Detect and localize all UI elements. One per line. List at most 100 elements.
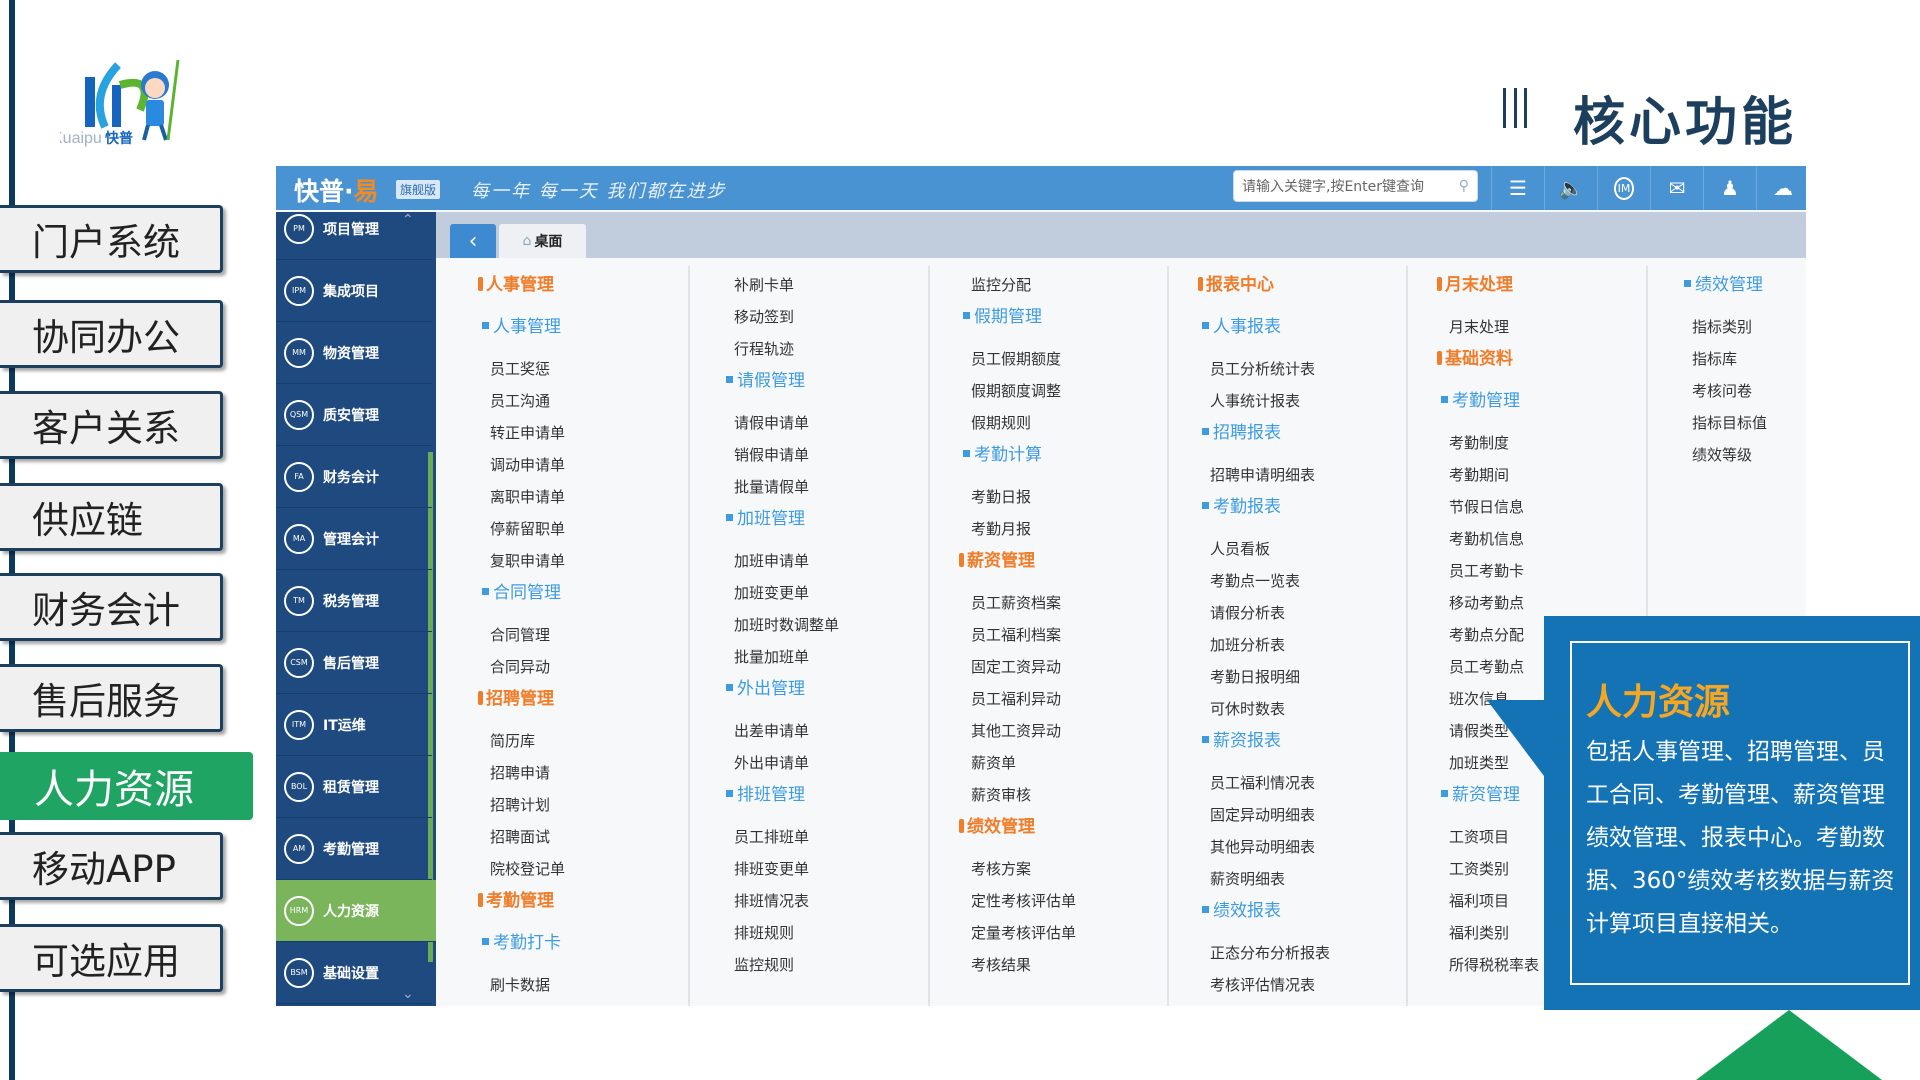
menu-item[interactable]: 定性考核评估单 [971, 892, 1077, 910]
menu-item[interactable]: 请假分析表 [1210, 604, 1286, 622]
search-input[interactable]: 请输入关键字,按Enter键查询 ⚲ [1233, 170, 1478, 202]
menu-item[interactable]: 考勤期间 [1449, 466, 1510, 484]
sidebar-item-bsm[interactable]: BSM 基础设置 [276, 942, 432, 1004]
menu-item[interactable]: 绩效等级 [1692, 446, 1753, 464]
menu-item[interactable]: 批量加班单 [734, 648, 810, 666]
nav-item-0[interactable]: 门户系统 [0, 205, 223, 273]
nav-item-3[interactable]: 供应链 [0, 483, 223, 551]
menu-item[interactable]: 外出申请单 [734, 754, 810, 772]
search-icon[interactable]: ⚲ [1458, 178, 1469, 194]
menu-item[interactable]: 排班变更单 [734, 860, 810, 878]
sidebar-item-hrm[interactable]: HRM 人力资源 [276, 880, 436, 942]
menu-item[interactable]: 固定异动明细表 [1210, 806, 1316, 824]
mail-icon[interactable]: ✉ [1650, 166, 1703, 210]
menu-item[interactable]: 监控分配 [971, 276, 1032, 294]
menu-subgroup[interactable]: 外出管理 [722, 673, 839, 715]
menu-item[interactable]: 排班规则 [734, 924, 795, 942]
menu-item[interactable]: 人事统计报表 [1210, 392, 1301, 410]
sidebar-item-itm[interactable]: ITM IT运维 [276, 694, 432, 756]
menu-item[interactable]: 考勤制度 [1449, 434, 1510, 452]
menu-item[interactable]: 加班申请单 [734, 552, 810, 570]
sidebar-item-fa[interactable]: FA 财务会计 [276, 446, 432, 508]
menu-item[interactable]: 薪资明细表 [1210, 870, 1286, 888]
menu-item[interactable]: 指标目标值 [1692, 414, 1768, 432]
menu-item[interactable]: 出差申请单 [734, 722, 810, 740]
menu-item[interactable]: 员工考勤点 [1449, 658, 1525, 676]
user-icon[interactable]: ♟ [1703, 166, 1756, 210]
menu-item[interactable]: 假期额度调整 [971, 382, 1062, 400]
menu-item[interactable]: 考核问卷 [1692, 382, 1753, 400]
menu-item[interactable]: 其他异动明细表 [1210, 838, 1316, 856]
menu-item[interactable]: 员工奖惩 [490, 360, 551, 378]
menu-item[interactable]: 考核评估情况表 [1210, 976, 1316, 994]
nav-item-8[interactable]: 可选应用 [0, 924, 223, 992]
menu-item[interactable]: 加班时数调整单 [734, 616, 840, 634]
menu-item[interactable]: 考勤日报明细 [1210, 668, 1301, 686]
menu-item[interactable]: 离职申请单 [490, 488, 566, 506]
menu-item[interactable]: 移动签到 [734, 308, 795, 326]
menu-item[interactable]: 补刷卡单 [734, 276, 795, 294]
menu-subgroup[interactable]: 考勤报表 [1198, 491, 1330, 533]
menu-subgroup[interactable]: 请假管理 [722, 365, 839, 407]
menu-item[interactable]: 可休时数表 [1210, 700, 1286, 718]
menu-item[interactable]: 考核结果 [971, 956, 1032, 974]
menu-item[interactable]: 加班变更单 [734, 584, 810, 602]
menu-item[interactable]: 考勤点分配 [1449, 626, 1525, 644]
menu-item[interactable]: 复职申请单 [490, 552, 566, 570]
menu-item[interactable]: 员工福利情况表 [1210, 774, 1316, 792]
menu-item[interactable]: 员工考勤卡 [1449, 562, 1525, 580]
im-icon[interactable]: IM [1597, 166, 1650, 210]
nav-item-6[interactable]: 人力资源 [0, 752, 253, 820]
sidebar-item-pm[interactable]: PM 项目管理 [276, 212, 432, 260]
menu-subgroup[interactable]: 考勤计算 [959, 439, 1076, 481]
sidebar-item-ipm[interactable]: IPM 集成项目 [276, 260, 432, 322]
menu-item[interactable]: 合同管理 [490, 626, 551, 644]
menu-subgroup[interactable]: 假期管理 [959, 301, 1076, 343]
menu-item[interactable]: 薪资审核 [971, 786, 1032, 804]
menu-item[interactable]: 招聘面试 [490, 828, 551, 846]
nav-item-1[interactable]: 协同办公 [0, 300, 223, 368]
menu-item[interactable]: 福利类别 [1449, 924, 1510, 942]
menu-item[interactable]: 行程轨迹 [734, 340, 795, 358]
menu-item[interactable]: 停薪留职单 [490, 520, 566, 538]
menu-group-heading[interactable]: 招聘管理 [478, 683, 565, 725]
menu-item[interactable]: 指标库 [1692, 350, 1738, 368]
sidebar-item-qsm[interactable]: QSM 质安管理 [276, 384, 432, 446]
menu-item[interactable]: 所得税税率表 [1449, 956, 1540, 974]
menu-item[interactable]: 请假申请单 [734, 414, 810, 432]
menu-group-heading[interactable]: 薪资管理 [959, 545, 1076, 587]
sidebar-item-mm[interactable]: MM 物资管理 [276, 322, 432, 384]
menu-subgroup[interactable]: 人事报表 [1198, 311, 1330, 353]
menu-item[interactable]: 指标类别 [1692, 318, 1753, 336]
sidebar-item-ma[interactable]: MA 管理会计 [276, 508, 432, 570]
menu-group-heading[interactable]: 考勤管理 [478, 885, 565, 927]
menu-group-heading[interactable]: 人事管理 [478, 269, 565, 311]
menu-item[interactable]: 员工福利异动 [971, 690, 1062, 708]
menu-item[interactable]: 合同异动 [490, 658, 551, 676]
menu-item[interactable]: 人员看板 [1210, 540, 1271, 558]
menu-item[interactable]: 招聘申请明细表 [1210, 466, 1316, 484]
nav-item-4[interactable]: 财务会计 [0, 573, 223, 641]
menu-item[interactable]: 刷卡数据 [490, 976, 551, 994]
menu-item[interactable]: 福利项目 [1449, 892, 1510, 910]
menu-item[interactable]: 节假日信息 [1449, 498, 1525, 516]
nav-item-7[interactable]: 移动APP [0, 832, 223, 900]
menu-item[interactable]: 月末处理 [1449, 318, 1510, 336]
menu-item[interactable]: 考勤日报 [971, 488, 1032, 506]
scroll-up-icon[interactable]: ⌃ [402, 212, 414, 228]
sidebar-item-am[interactable]: AM 考勤管理 [276, 818, 432, 880]
menu-item[interactable]: 移动考勤点 [1449, 594, 1525, 612]
menu-item[interactable]: 员工沟通 [490, 392, 551, 410]
menu-item[interactable]: 薪资单 [971, 754, 1017, 772]
menu-item[interactable]: 监控规则 [734, 956, 795, 974]
list-icon[interactable]: ☰ [1491, 166, 1544, 210]
menu-item[interactable]: 考核方案 [971, 860, 1032, 878]
menu-item[interactable]: 销假申请单 [734, 446, 810, 464]
menu-item[interactable]: 招聘申请 [490, 764, 551, 782]
menu-item[interactable]: 调动申请单 [490, 456, 566, 474]
menu-group-heading[interactable]: 基础资料 [1437, 343, 1539, 385]
menu-group-heading[interactable]: 报表中心 [1198, 269, 1330, 311]
menu-item[interactable]: 排班情况表 [734, 892, 810, 910]
menu-subgroup[interactable]: 考勤管理 [1437, 385, 1539, 427]
menu-subgroup[interactable]: 薪资管理 [1437, 779, 1539, 821]
